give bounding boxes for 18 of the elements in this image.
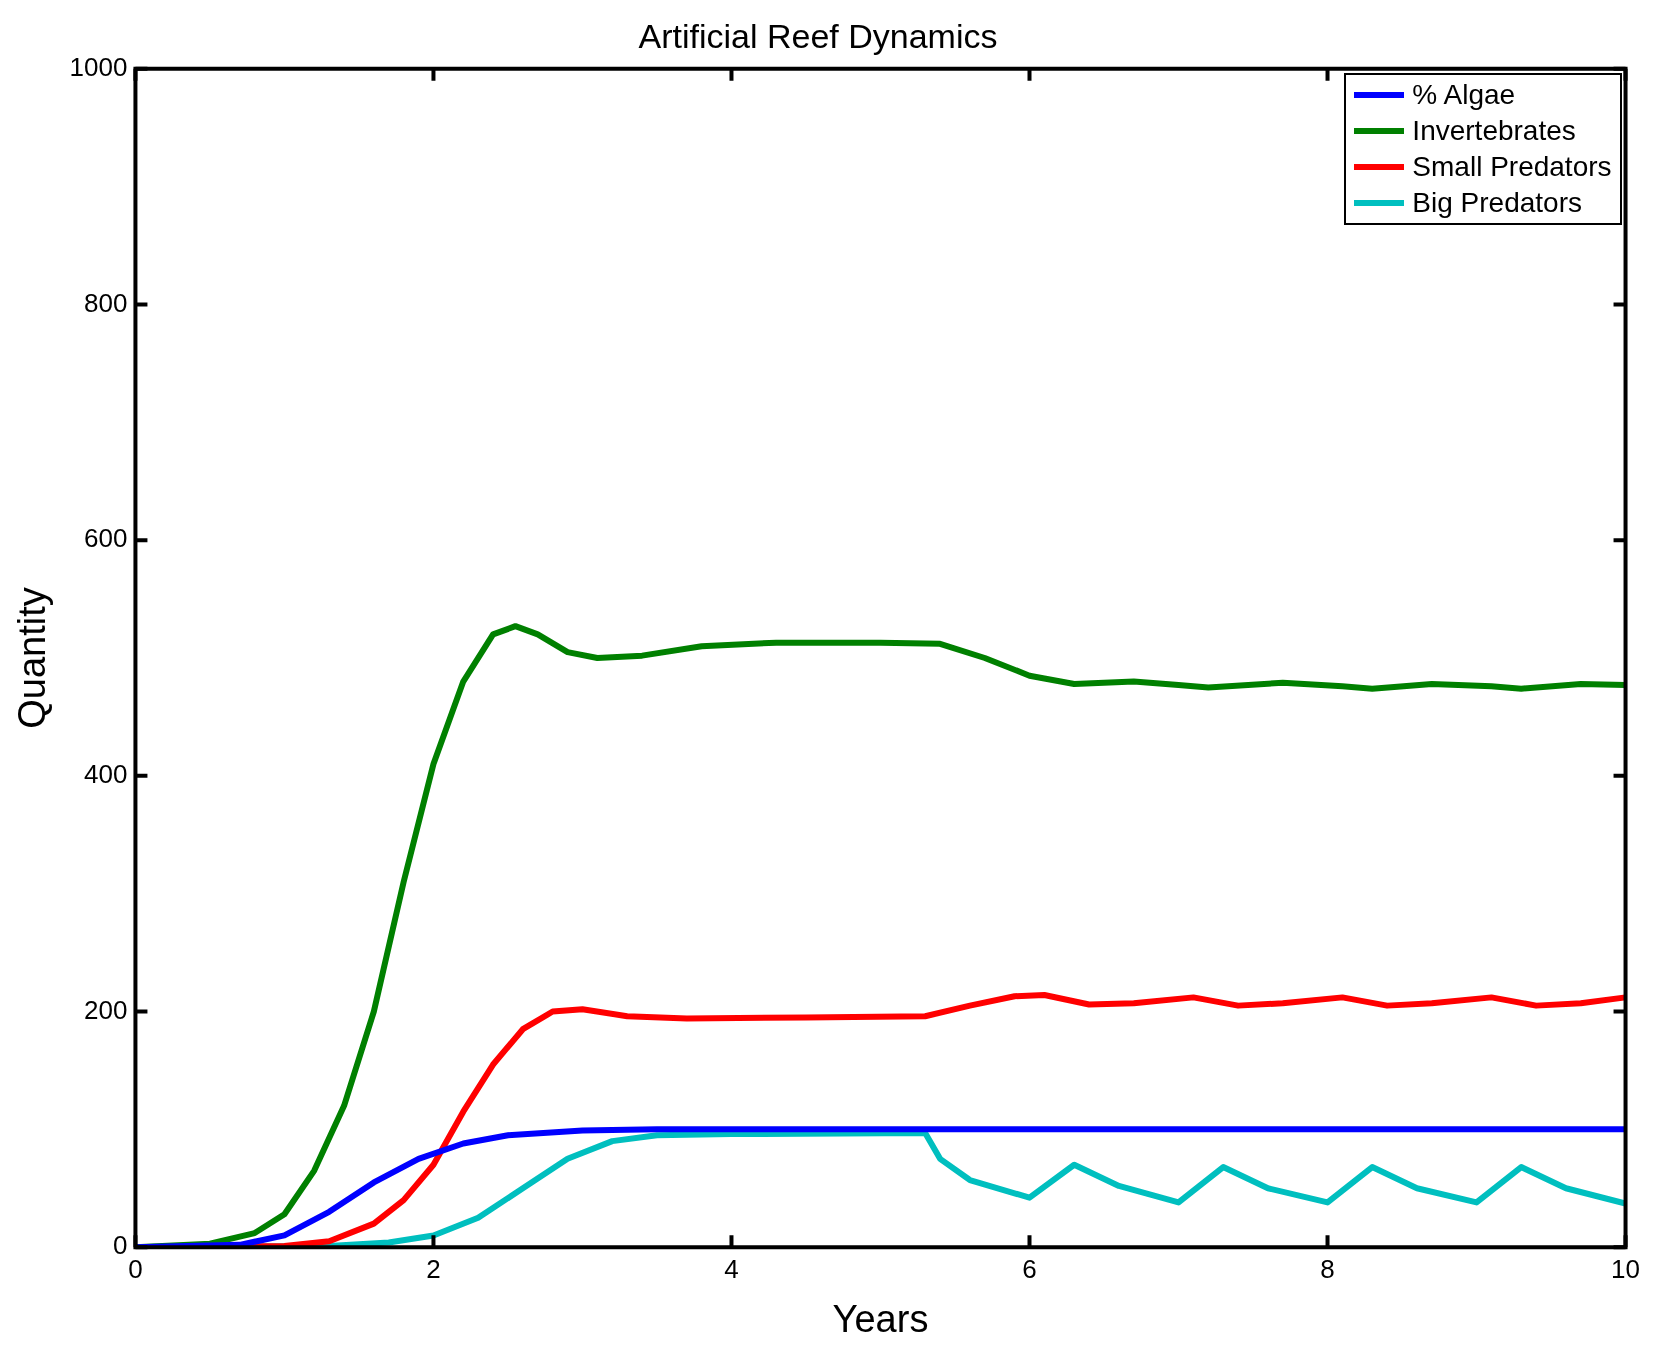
x-axis-title: Years (832, 1297, 929, 1340)
y-tick-label: 1000 (69, 51, 128, 82)
y-tick-label: 800 (84, 287, 128, 318)
y-tick-label: 600 (84, 523, 128, 554)
x-tick-label: 8 (1320, 1253, 1335, 1284)
y-tick-label: 0 (112, 1230, 128, 1261)
y-axis-title: Quantity (11, 587, 54, 729)
legend-label: Big Predators (1412, 185, 1582, 220)
y-tick-label: 200 (84, 994, 128, 1025)
chart-title: Artificial Reef Dynamics (638, 16, 998, 55)
legend-label: Invertebrates (1412, 113, 1576, 148)
legend-label: % Algae (1412, 77, 1516, 112)
x-tick-label: 2 (426, 1253, 441, 1284)
x-tick-label: 4 (724, 1253, 739, 1284)
y-tick-label: 400 (84, 759, 128, 790)
x-tick-label: 6 (1022, 1253, 1037, 1284)
legend-label: Small Predators (1412, 149, 1612, 184)
x-tick-label: 10 (1611, 1253, 1640, 1284)
